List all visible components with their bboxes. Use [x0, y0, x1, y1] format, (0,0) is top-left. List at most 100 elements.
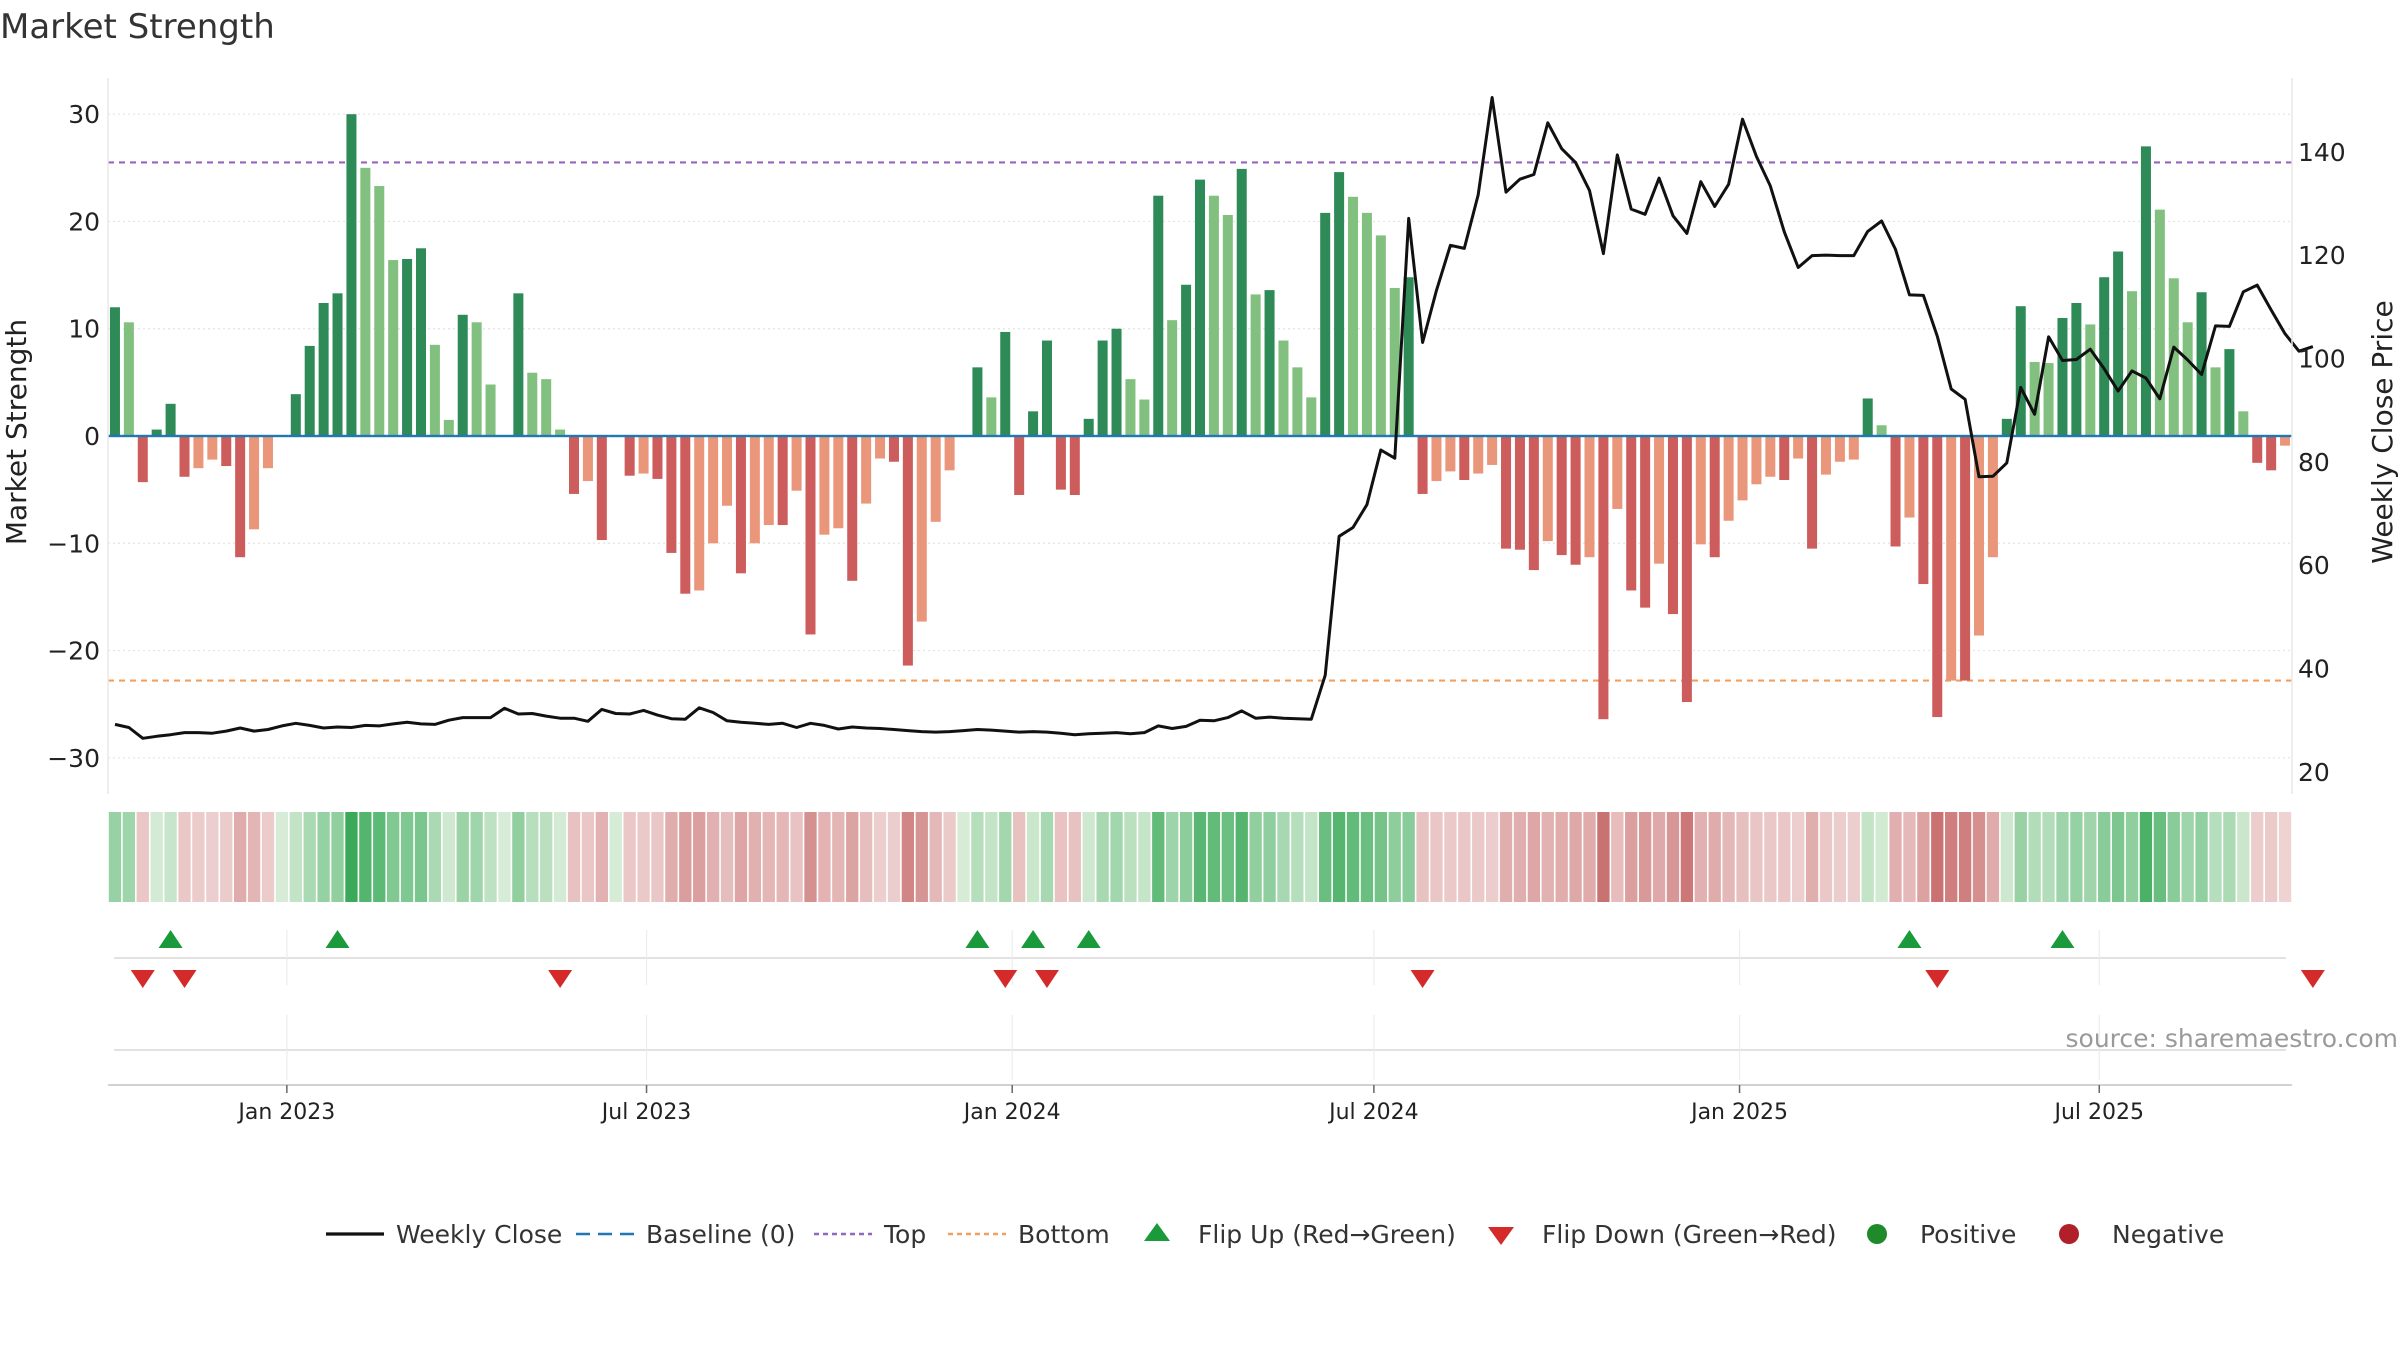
heat-cell	[651, 812, 664, 902]
heat-cell	[1179, 812, 1193, 902]
heat-cell	[1513, 812, 1527, 902]
heat-cell	[136, 812, 149, 902]
heat-cell	[1221, 812, 1234, 902]
strength-bar	[346, 114, 357, 436]
strength-bar	[1654, 436, 1665, 564]
heat-cell	[1416, 812, 1429, 902]
strength-bar	[1890, 436, 1901, 547]
strength-bar	[1306, 397, 1317, 436]
heat-cell	[1555, 812, 1568, 902]
strength-bar	[1375, 235, 1386, 436]
flip-down-marker	[1410, 970, 1435, 988]
strength-bar	[1083, 418, 1094, 436]
strength-bar	[1987, 436, 1998, 558]
strength-bar	[1417, 436, 1428, 494]
strength-bar	[1501, 436, 1512, 549]
heat-cell	[762, 812, 775, 902]
heat-cell	[985, 812, 998, 902]
heat-cell	[1207, 812, 1221, 902]
heat-cell	[1193, 812, 1207, 902]
heat-cell	[1833, 812, 1847, 902]
price-line	[114, 96, 2314, 740]
heat-cell	[428, 812, 442, 902]
left-tick-label: −10	[47, 529, 100, 558]
strength-bar	[1097, 340, 1108, 436]
strength-bar	[1793, 436, 1804, 459]
x-tick-label: Jan 2024	[962, 1100, 1061, 1125]
heat-cell	[2111, 812, 2125, 902]
legend-label: Top	[883, 1220, 926, 1249]
legend-swatch	[1488, 1227, 1514, 1245]
strength-bar	[402, 259, 413, 436]
right-tick-label: 80	[2298, 448, 2330, 477]
strength-bar	[666, 436, 677, 553]
heat-cell	[1611, 812, 1624, 902]
strength-bar	[1612, 436, 1623, 509]
strength-bar	[1751, 436, 1762, 485]
heat-cell	[943, 812, 956, 902]
strength-bar	[1709, 436, 1720, 558]
heat-cell	[859, 812, 873, 902]
heat-cell	[220, 812, 233, 902]
strength-bar	[2057, 318, 2068, 436]
legend-item-positive: Positive	[1867, 1220, 2016, 1249]
heat-cell	[1722, 812, 1735, 902]
heat-cell	[1819, 812, 1833, 902]
heat-cell	[1583, 812, 1596, 902]
strength-bar	[304, 345, 315, 436]
strength-bars	[109, 114, 2291, 720]
flip-up-marker	[158, 930, 183, 948]
heat-cell	[1958, 812, 1972, 902]
strength-bar	[2168, 278, 2179, 436]
heat-cell	[470, 812, 483, 902]
heat-cell	[2056, 812, 2069, 902]
x-tick-label: Jan 2025	[1689, 1100, 1788, 1125]
strength-bar	[249, 436, 260, 530]
heat-cell	[192, 812, 205, 902]
strength-bar	[652, 436, 663, 479]
strength-bar	[1278, 340, 1289, 436]
heat-cell	[2223, 812, 2236, 902]
strength-bar	[916, 436, 927, 622]
heat-cell	[359, 812, 372, 902]
flip-up-marker	[1076, 930, 1101, 948]
heat-cell	[1917, 812, 1930, 902]
strength-bar	[2127, 291, 2138, 436]
strength-bar	[179, 436, 190, 477]
heat-cell	[1138, 812, 1151, 902]
legend-item-top: Top	[814, 1220, 926, 1249]
right-tick-label: 140	[2298, 138, 2346, 167]
strength-bar	[2280, 436, 2291, 446]
left-tick-label: 30	[68, 100, 100, 129]
heat-cell	[818, 812, 831, 902]
heat-cell	[414, 812, 428, 902]
flip-down-marker	[130, 970, 155, 988]
strength-bar	[1000, 331, 1011, 436]
heat-cell	[303, 812, 316, 902]
heat-cell	[233, 812, 247, 902]
strength-bar	[1167, 320, 1178, 436]
strength-bar	[443, 419, 454, 436]
strength-bar	[1445, 436, 1456, 472]
strength-bar	[1222, 215, 1233, 436]
heat-cell	[1235, 812, 1248, 902]
strength-bar	[1028, 411, 1039, 436]
heat-cell	[1736, 812, 1749, 902]
heat-cell	[665, 812, 678, 902]
legend-swatch	[1867, 1224, 1887, 1244]
strength-bar	[485, 384, 496, 436]
strength-bar	[1834, 436, 1845, 462]
strength-bar	[1431, 436, 1442, 482]
heat-cell	[178, 812, 191, 902]
heat-cell	[1666, 812, 1680, 902]
heat-cell	[2251, 812, 2264, 902]
threshold-lines	[108, 161, 2292, 682]
heat-cell	[2000, 812, 2013, 902]
heat-cell	[1903, 812, 1916, 902]
heat-cell	[1263, 812, 1276, 902]
legend-label: Weekly Close	[396, 1220, 562, 1249]
strength-bar	[2196, 292, 2207, 436]
heat-cell	[1945, 812, 1958, 902]
strength-bar	[1153, 195, 1164, 436]
heat-cell	[832, 812, 845, 902]
